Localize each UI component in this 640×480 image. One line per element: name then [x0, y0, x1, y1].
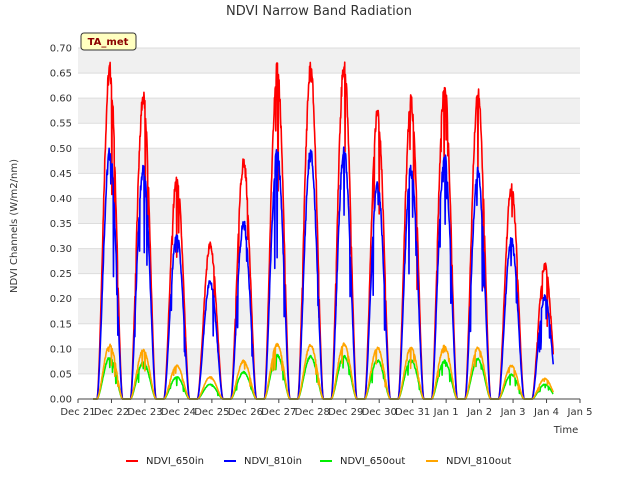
x-tick-label: Dec 21	[60, 407, 95, 418]
plot-band	[78, 48, 580, 74]
y-axis-label: NDVI Channels (W/m2/nm)	[9, 159, 20, 293]
x-tick-label: Jan 3	[500, 407, 526, 418]
legend: NDVI_650in NDVI_810in NDVI_650out NDVI_810o…	[126, 456, 511, 467]
y-tick-label: 0.15	[50, 319, 72, 330]
y-tick-label: 0.30	[50, 244, 72, 255]
x-tick-label: Dec 24	[161, 407, 196, 418]
x-tick-label: Jan 4	[533, 407, 559, 418]
y-tick-label: 0.10	[50, 344, 72, 355]
y-tick-label: 0.70	[50, 44, 72, 55]
annotation-badge: TA_met	[80, 32, 137, 51]
x-tick-label: Dec 27	[261, 407, 296, 418]
x-tick-label: Dec 23	[127, 407, 162, 418]
x-tick-label: Jan 2	[466, 407, 492, 418]
x-tick-label: Jan 5	[567, 407, 593, 418]
plot-band	[78, 248, 580, 274]
y-tick-label: 0.50	[50, 144, 72, 155]
y-tick-label: 0.65	[50, 69, 72, 80]
x-tick-label: Dec 25	[194, 407, 229, 418]
x-tick-label: Dec 28	[295, 407, 330, 418]
plot-band	[78, 198, 580, 224]
y-tick-label: 0.00	[50, 395, 72, 406]
x-tick-label: Dec 22	[94, 407, 129, 418]
x-tick-label: Dec 26	[228, 407, 263, 418]
legend-label-NDVI_650out: NDVI_650out	[340, 456, 405, 467]
plot-band	[78, 148, 580, 174]
annotation-text: TA_met	[88, 37, 129, 48]
x-axis-label: Time	[553, 425, 578, 436]
legend-label-NDVI_810in: NDVI_810in	[244, 456, 302, 467]
series-lines	[92, 61, 555, 400]
y-tick-label: 0.55	[50, 119, 72, 130]
y-tick-label: 0.45	[50, 169, 72, 180]
plot-band	[78, 298, 580, 324]
y-tick-label: 0.35	[50, 219, 72, 230]
y-tick-labels: 0.00 0.05 0.10 0.15 0.20 0.25 0.30 0.35 0.40 0.45…	[50, 44, 72, 406]
x-tick-label: Jan 1	[433, 407, 459, 418]
x-tick-label: Dec 30	[362, 407, 397, 418]
y-tick-label: 0.60	[50, 94, 72, 105]
x-tick-label: Dec 29	[328, 407, 363, 418]
y-tick-label: 0.40	[50, 194, 72, 205]
y-tick-label: 0.25	[50, 269, 72, 280]
y-tick-label: 0.20	[50, 294, 72, 305]
chart-title: NDVI Narrow Band Radiation	[226, 4, 412, 19]
x-tick-label: Dec 31	[395, 407, 430, 418]
plot-band	[78, 348, 580, 374]
axes	[77, 398, 581, 403]
annotation-box	[80, 32, 137, 51]
legend-label-NDVI_810out: NDVI_810out	[446, 456, 511, 467]
y-tick-label: 0.05	[50, 369, 72, 380]
legend-label-NDVI_650in: NDVI_650in	[146, 456, 204, 467]
plot-band	[78, 98, 580, 124]
